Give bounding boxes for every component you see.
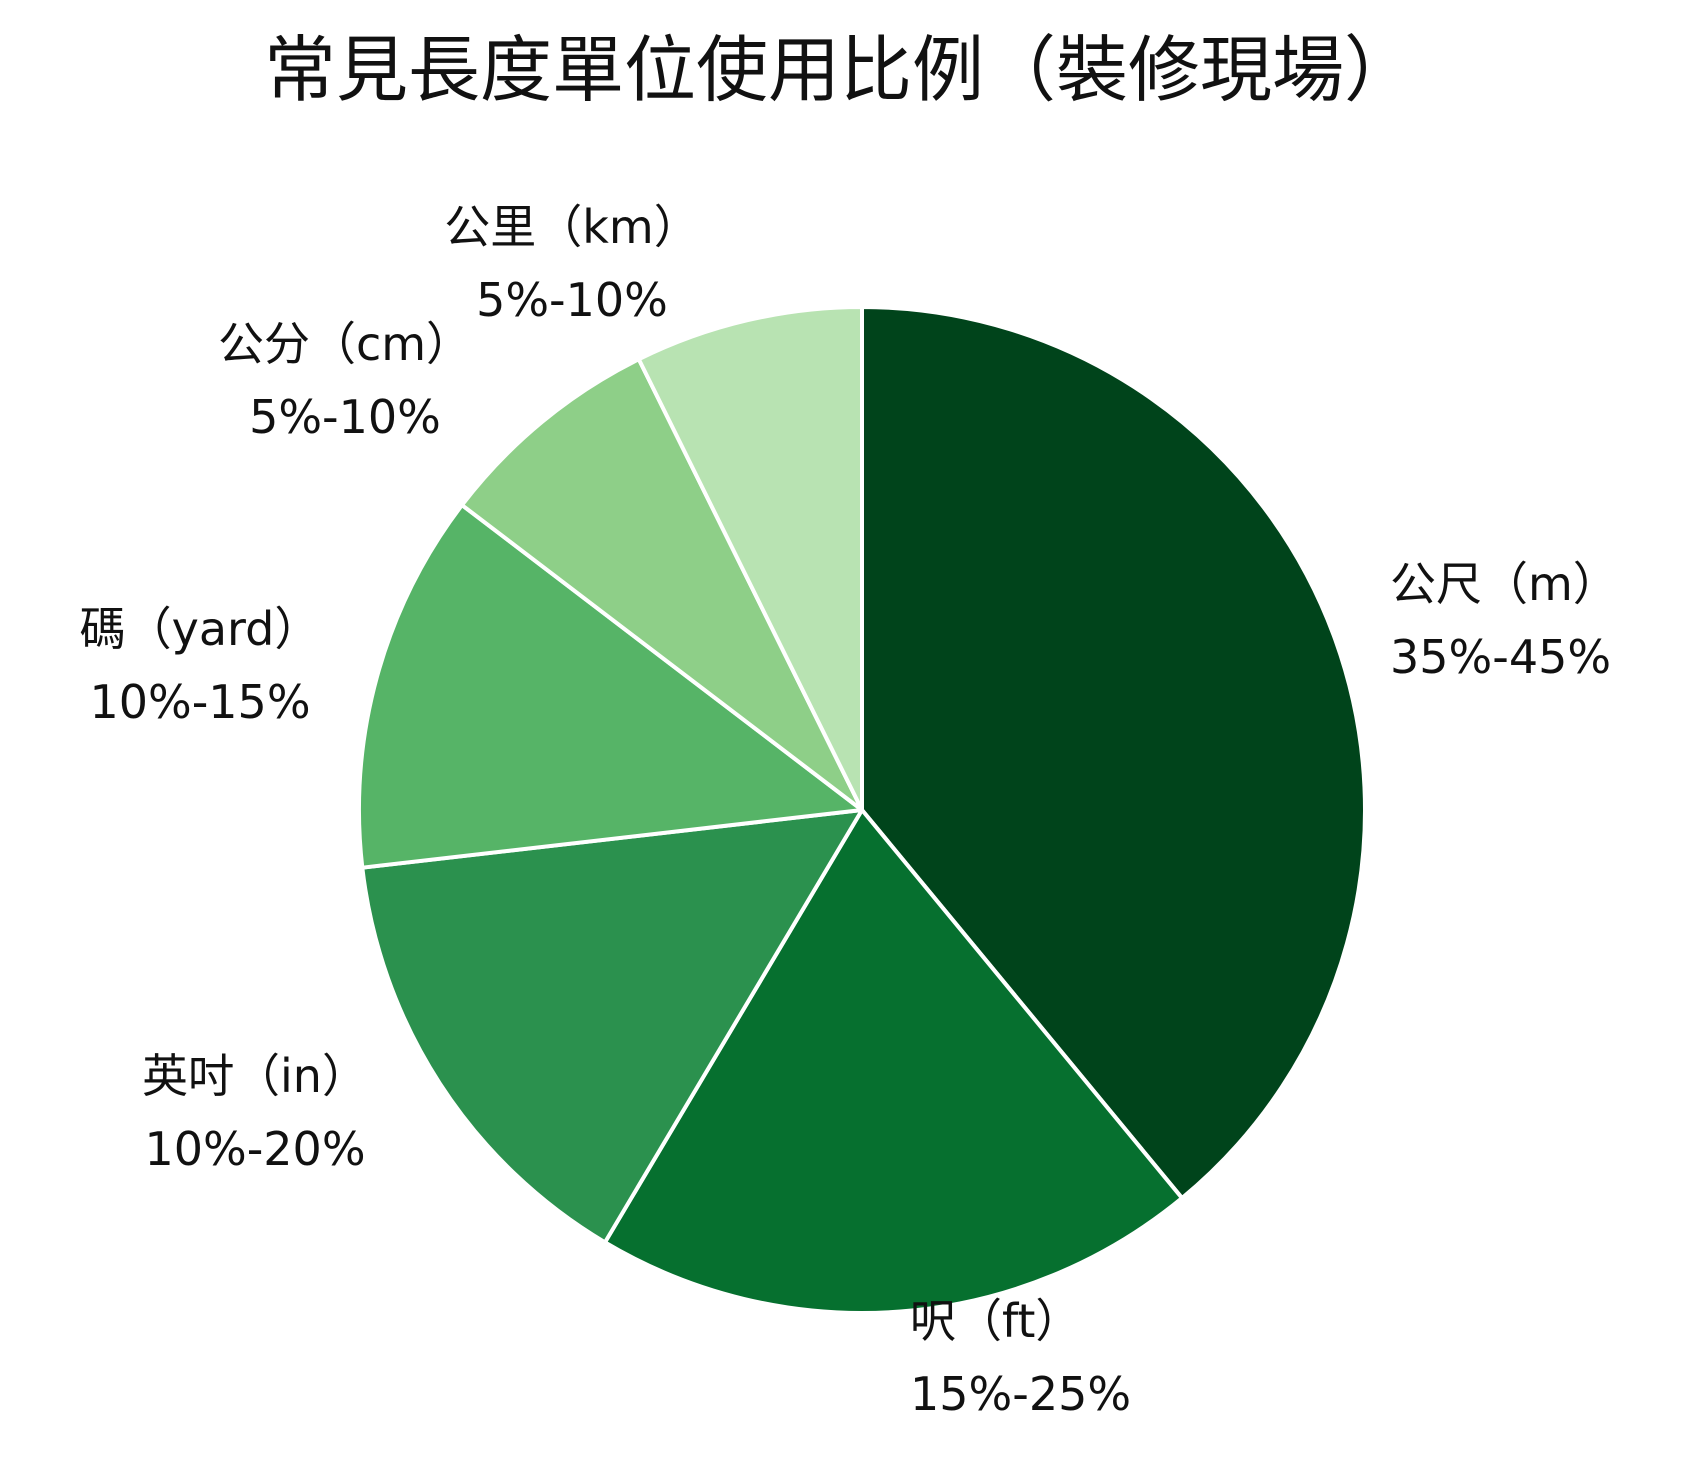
chart-title: 常見長度單位使用比例（裝修現場） <box>264 28 1416 112</box>
slice-labels: 公尺（m） 35%-45% 呎（ft） 15%-25% 英吋（in） 10%-20% 碼（y… <box>80 200 1619 1421</box>
pie-slice <box>636 305 864 812</box>
pie-slice <box>357 503 864 870</box>
pie-slice <box>860 305 1367 1201</box>
slice-label-name: 公分（cm） <box>218 317 472 371</box>
slice-label-range: 5%-10% <box>476 273 668 327</box>
slice-label-name: 碼（yard） <box>80 602 321 656</box>
pie-slice <box>360 808 864 1245</box>
slice-label-name: 英吋（in） <box>142 1049 368 1103</box>
slice-label-range: 10%-15% <box>89 675 310 729</box>
pie-slice <box>459 357 864 812</box>
slice-label-range: 35%-45% <box>1390 630 1611 684</box>
slice-label-range: 5%-10% <box>249 390 441 444</box>
slice-label-name: 公尺（m） <box>1390 557 1619 611</box>
slice-label-name: 呎（ft） <box>910 1294 1081 1348</box>
slice-label-range: 15%-25% <box>910 1367 1131 1421</box>
pie-slice <box>602 808 1185 1315</box>
pie-slices <box>357 305 1367 1315</box>
slice-label-name: 公里（km） <box>444 200 699 254</box>
slice-label-range: 10%-20% <box>144 1122 365 1176</box>
